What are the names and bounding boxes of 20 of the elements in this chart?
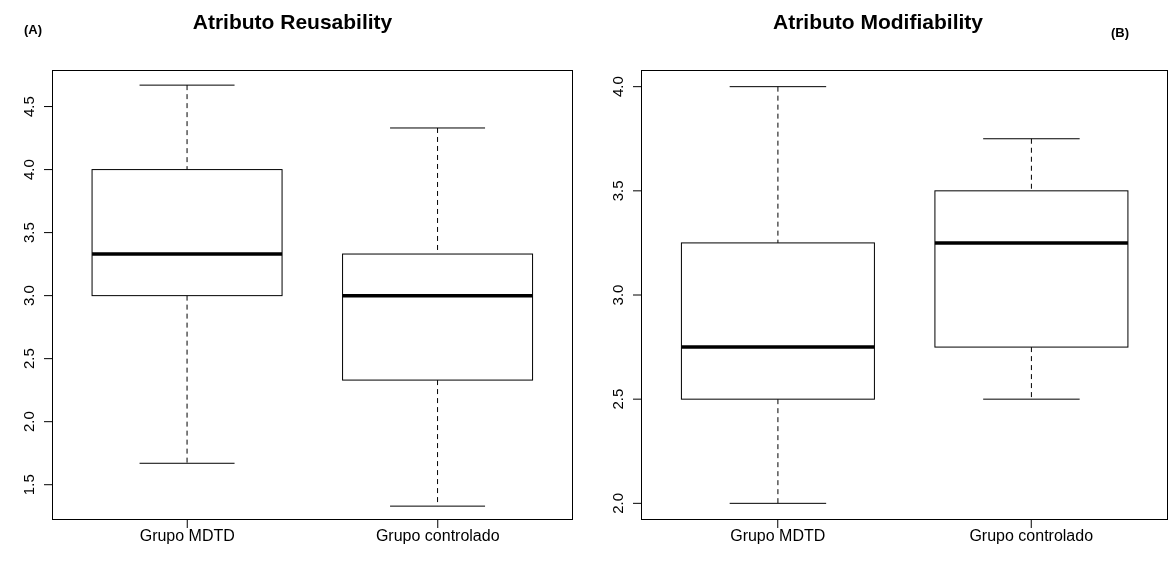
y-tick-label: 2.5: [20, 348, 37, 370]
y-tick-label: 3.0: [609, 284, 626, 306]
y-tick-label: 2.0: [609, 492, 626, 514]
x-tick-label: Grupo controlado: [375, 527, 500, 545]
x-tick-label: Grupo controlado: [969, 527, 1094, 545]
text: (A): [24, 22, 43, 37]
x-tick-label: Grupo MDTD: [139, 527, 235, 545]
y-tick-label: 1.5: [20, 474, 37, 496]
y-tick-label: 4.5: [20, 96, 37, 117]
y-tick-label: 2.5: [609, 388, 626, 410]
y-tick-label: 3.5: [20, 222, 37, 244]
x-tick-label: Grupo MDTD: [730, 527, 826, 545]
y-tick-label: 3.0: [20, 285, 37, 307]
chart-title: Atributo Reusability: [192, 10, 393, 33]
y-tick-label: 4.0: [609, 76, 626, 98]
y-tick-label: 2.0: [20, 411, 37, 433]
y-tick-label: 3.5: [609, 180, 626, 202]
chart-title: Atributo Modifiability: [773, 10, 983, 33]
y-tick-label: 4.0: [20, 159, 37, 181]
text: (B): [1111, 25, 1130, 40]
